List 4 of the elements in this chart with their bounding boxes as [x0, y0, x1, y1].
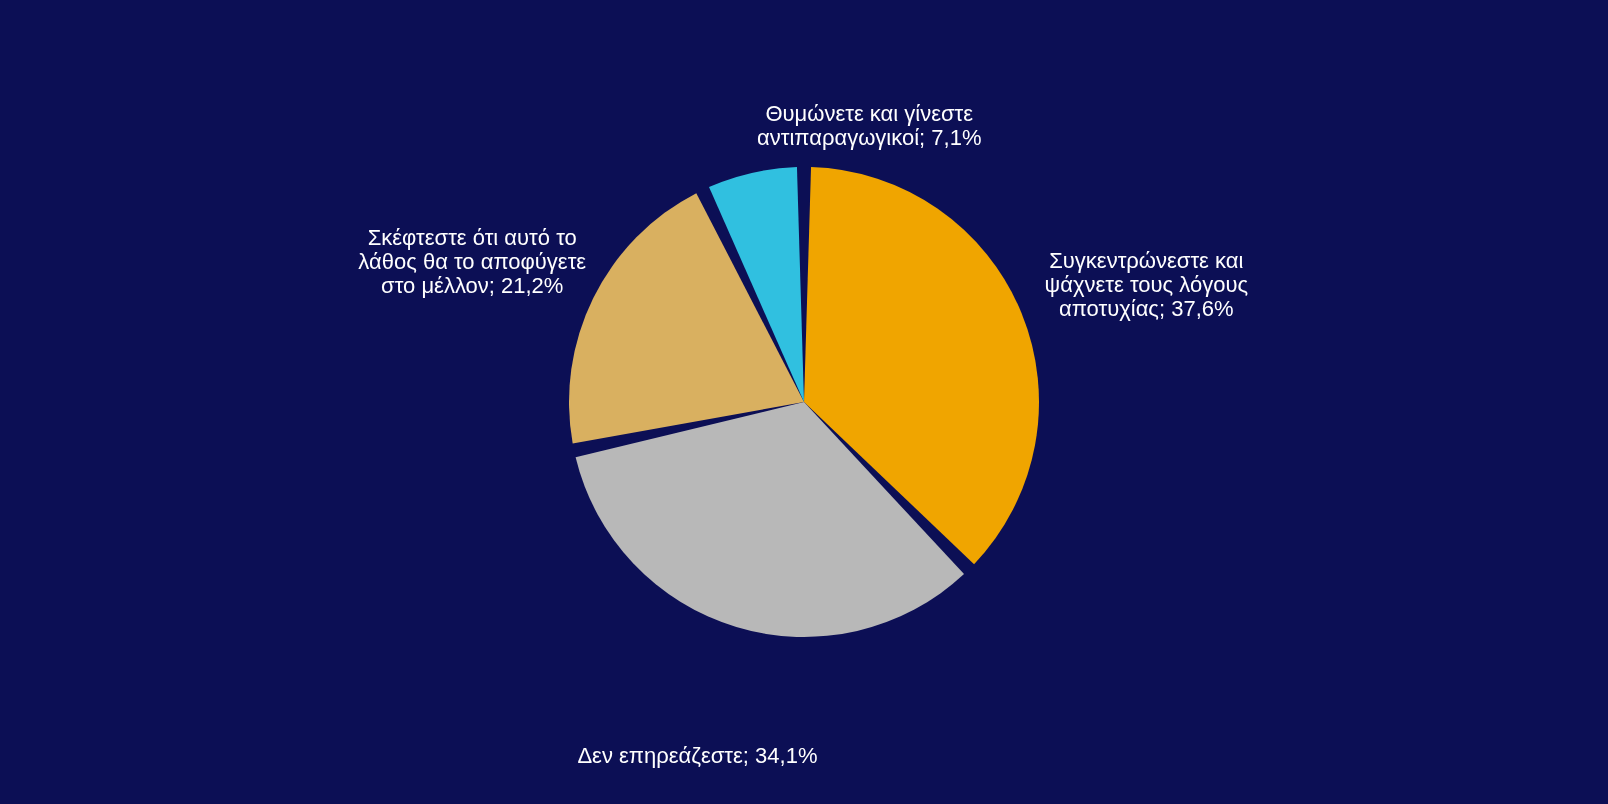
slice-label: Συγκεντρώνεστε και ψάχνετε τους λόγους αποτυχίας; 37,6% [1044, 248, 1249, 322]
slice-label: Θυμώνετε και γίνεστε αντιπαραγωγικοί; 7,1% [757, 101, 982, 151]
slice-label: Δεν επηρεάζεστε; 34,1% [577, 743, 818, 769]
slice-label: Σκέφτεστε ότι αυτό το λάθος θα το αποφύγετε στο μέλλον; 21,2% [358, 225, 587, 299]
